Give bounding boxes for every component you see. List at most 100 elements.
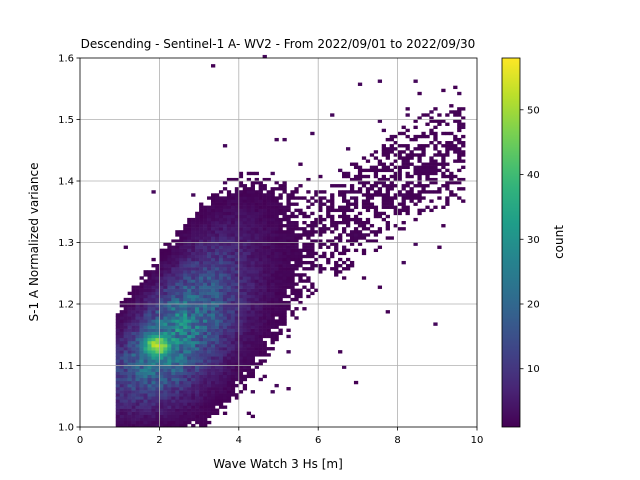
heatmap-cell — [211, 331, 216, 336]
heatmap-cell — [338, 184, 343, 188]
heatmap-cell — [342, 205, 347, 209]
heatmap-cell — [115, 423, 120, 428]
heatmap-cell — [218, 230, 224, 234]
heatmap-cell — [199, 294, 204, 299]
heatmap-cell — [342, 211, 347, 216]
heatmap-cell — [226, 199, 232, 203]
heatmap-cell — [262, 279, 267, 283]
heatmap-cell — [302, 267, 307, 271]
heatmap-cell — [226, 350, 232, 354]
heatmap-cell — [377, 159, 383, 163]
heatmap-cell — [445, 168, 450, 173]
heatmap-cell — [449, 190, 454, 194]
heatmap-cell — [191, 288, 196, 292]
heatmap-cell — [306, 205, 311, 209]
heatmap-cell — [294, 316, 299, 320]
heatmap-cell — [266, 304, 271, 308]
heatmap-cell — [449, 193, 454, 197]
heatmap-cell — [131, 288, 136, 292]
heatmap-cell — [123, 383, 128, 388]
heatmap-cell — [195, 368, 200, 372]
heatmap-cell — [369, 187, 375, 191]
heatmap-cell — [274, 325, 279, 329]
heatmap-cell — [171, 353, 176, 357]
heatmap-cell — [314, 257, 319, 262]
heatmap-cell — [199, 334, 204, 339]
heatmap-cell — [330, 267, 335, 271]
heatmap-cell — [218, 245, 224, 249]
heatmap-cell — [250, 353, 255, 357]
heatmap-cell — [262, 184, 267, 188]
heatmap-cell — [151, 408, 156, 412]
heatmap-cell — [163, 402, 168, 406]
heatmap-cell — [226, 316, 232, 320]
heatmap-cell — [254, 340, 259, 345]
heatmap-cell — [242, 313, 248, 317]
heatmap-cell — [258, 334, 263, 339]
heatmap-cell — [222, 347, 228, 351]
heatmap-cell — [167, 285, 172, 289]
heatmap-cell — [290, 227, 295, 231]
heatmap-cell — [254, 328, 259, 332]
heatmap-cell — [365, 190, 371, 194]
heatmap-cell — [270, 251, 275, 256]
heatmap-cell — [143, 393, 148, 397]
heatmap-cell — [361, 174, 367, 179]
heatmap-cell — [278, 233, 283, 237]
heatmap-cell — [242, 347, 248, 351]
heatmap-cell — [199, 340, 204, 345]
heatmap-cell — [123, 417, 128, 422]
heatmap-cell — [163, 353, 168, 357]
heatmap-cell — [226, 359, 232, 363]
heatmap-cell — [222, 276, 228, 280]
heatmap-cell — [191, 264, 196, 268]
heatmap-cell — [179, 260, 184, 265]
heatmap-cell — [183, 334, 188, 339]
heatmap-cell — [278, 270, 283, 274]
heatmap-cell — [238, 202, 244, 206]
heatmap-cell — [266, 233, 271, 237]
heatmap-cell — [266, 334, 271, 339]
heatmap-cell — [441, 184, 446, 188]
heatmap-cell — [278, 291, 283, 296]
heatmap-cell — [218, 288, 224, 292]
heatmap-cell — [211, 371, 216, 376]
heatmap-cell — [266, 239, 271, 243]
heatmap-cell — [214, 347, 220, 351]
heatmap-cell — [409, 199, 414, 203]
heatmap-cell — [222, 307, 228, 311]
heatmap-cell — [453, 150, 458, 154]
heatmap-cell — [163, 328, 168, 332]
heatmap-cell — [290, 233, 295, 237]
heatmap-cell — [218, 199, 224, 203]
heatmap-cell — [234, 322, 240, 326]
heatmap-cell — [338, 214, 343, 219]
heatmap-cell — [254, 288, 259, 292]
heatmap-cell — [187, 291, 192, 296]
heatmap-cell — [187, 322, 192, 326]
heatmap-cell — [203, 337, 208, 342]
heatmap-cell — [183, 362, 188, 366]
heatmap-cell — [401, 208, 406, 213]
heatmap-cell — [214, 304, 220, 308]
heatmap-cell — [226, 334, 232, 339]
heatmap-cell — [242, 387, 248, 391]
heatmap-cell — [242, 374, 248, 379]
heatmap-cell — [143, 423, 148, 428]
heatmap-cell — [453, 174, 458, 179]
heatmap-cell — [262, 239, 267, 243]
heatmap-cell — [385, 150, 390, 154]
heatmap-cell — [218, 251, 224, 256]
heatmap-cell — [274, 307, 279, 311]
heatmap-cell — [445, 202, 450, 206]
heatmap-cell — [127, 396, 132, 400]
heatmap-cell — [242, 264, 248, 268]
heatmap-cell — [218, 304, 224, 308]
heatmap-cell — [175, 337, 180, 342]
heatmap-cell — [274, 199, 279, 203]
heatmap-cell — [151, 297, 156, 302]
heatmap-cell — [290, 242, 295, 246]
heatmap-cell — [250, 374, 255, 379]
heatmap-cell — [155, 393, 160, 397]
heatmap-cell — [187, 359, 192, 363]
